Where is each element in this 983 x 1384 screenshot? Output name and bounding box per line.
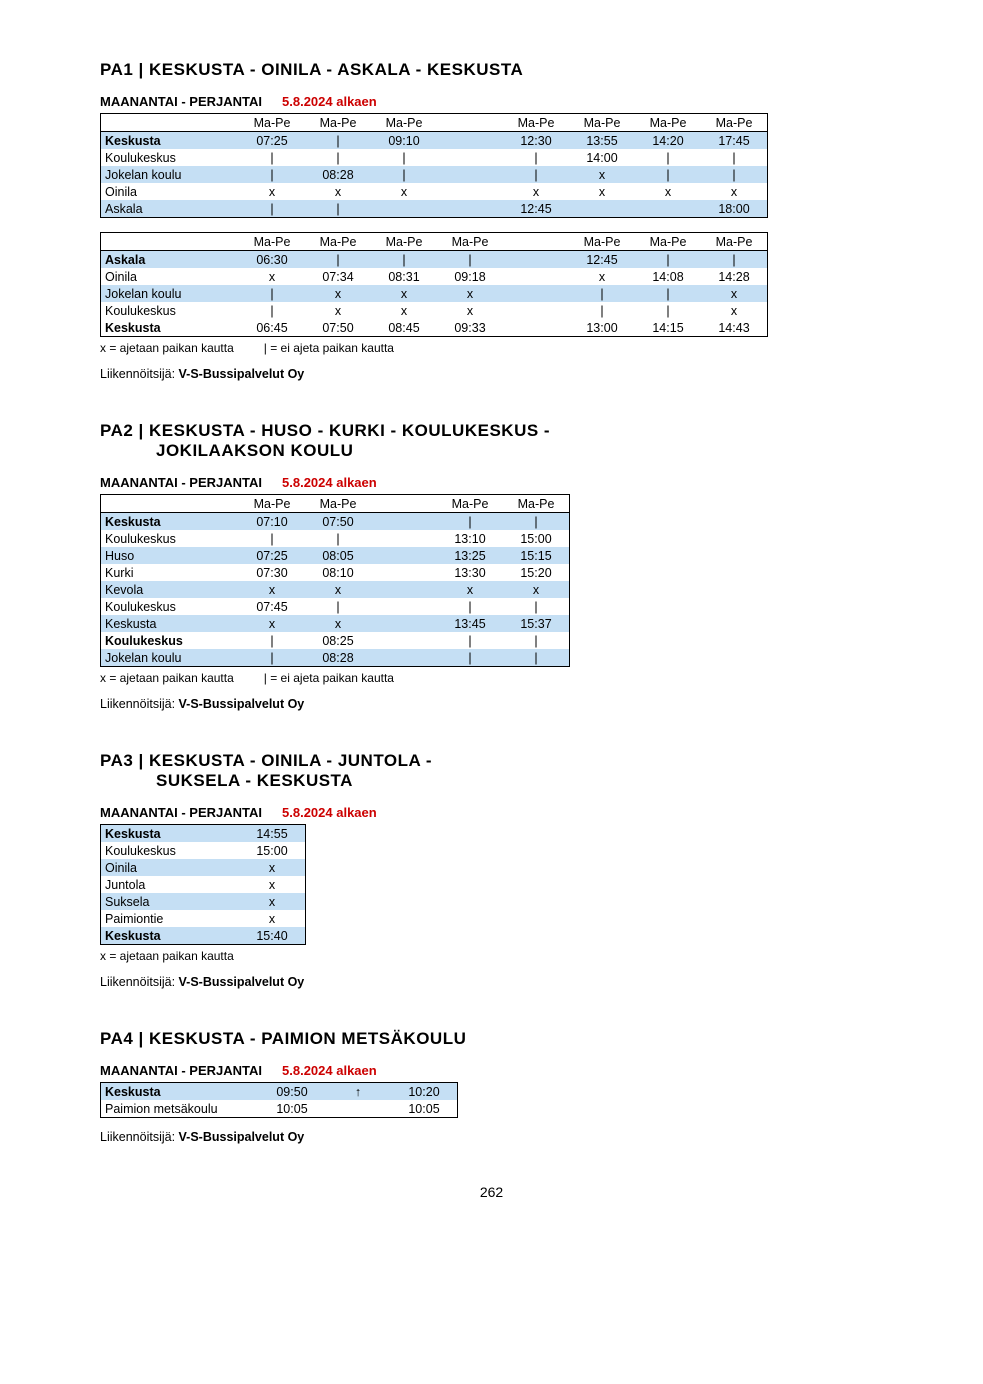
table-row: Juntolax: [101, 876, 306, 893]
timetable: Ma-PeMa-PeMa-PeMa-PeKeskusta07:1007:50||…: [100, 494, 570, 667]
table-row: Kevolaxxxx: [101, 581, 570, 598]
schedule-subheader: MAANANTAI - PERJANTAI5.8.2024 alkaen: [100, 805, 883, 820]
operator-line: Liikennöitsijä: V-S-Bussipalvelut Oy: [100, 975, 883, 989]
timetable: Ma-PeMa-PeMa-PeMa-PeMa-PeMa-PeMa-PeAskal…: [100, 232, 768, 337]
timetable: Keskusta14:55Koulukeskus15:00OinilaxJunt…: [100, 824, 306, 945]
table-row: Koulukeskus||13:1015:00: [101, 530, 570, 547]
table-row: Koulukeskus|xxx||x: [101, 302, 768, 319]
table-row: Keskusta07:25|09:1012:3013:5514:2017:45: [101, 132, 768, 150]
route-title: PA3 | KESKUSTA - OINILA - JUNTOLA -SUKSE…: [100, 751, 883, 791]
table-row: Paimiontiex: [101, 910, 306, 927]
table-row: Koulukeskus||||14:00||: [101, 149, 768, 166]
table-row: Oinilaxxxxxxx: [101, 183, 768, 200]
table-row: Askala06:30|||12:45||: [101, 251, 768, 269]
route-title: PA4 | KESKUSTA - PAIMION METSÄKOULU: [100, 1029, 883, 1049]
schedule-subheader: MAANANTAI - PERJANTAI5.8.2024 alkaen: [100, 94, 883, 109]
operator-line: Liikennöitsijä: V-S-Bussipalvelut Oy: [100, 1130, 883, 1144]
route-title: PA2 | KESKUSTA - HUSO - KURKI - KOULUKES…: [100, 421, 883, 461]
table-row: Keskusta09:50↑10:20: [101, 1083, 458, 1101]
table-row: Keskusta07:1007:50||: [101, 513, 570, 531]
table-row: Jokelan koulu|08:28||x||: [101, 166, 768, 183]
table-row: Jokelan koulu|xxx||x: [101, 285, 768, 302]
table-row: Koulukeskus15:00: [101, 842, 306, 859]
timetable: Ma-PeMa-PeMa-PeMa-PeMa-PeMa-PeMa-PeKesku…: [100, 113, 768, 218]
table-row: Huso07:2508:0513:2515:15: [101, 547, 570, 564]
table-row: Keskusta14:55: [101, 825, 306, 843]
table-row: Oinilax: [101, 859, 306, 876]
table-row: Paimion metsäkoulu10:0510:05: [101, 1100, 458, 1118]
legend: x = ajetaan paikan kautta: [100, 949, 883, 963]
table-row: Keskusta15:40: [101, 927, 306, 945]
operator-line: Liikennöitsijä: V-S-Bussipalvelut Oy: [100, 367, 883, 381]
table-row: Oinilax07:3408:3109:18x14:0814:28: [101, 268, 768, 285]
table-row: Kurki07:3008:1013:3015:20: [101, 564, 570, 581]
legend: x = ajetaan paikan kautta| = ei ajeta pa…: [100, 671, 883, 685]
table-row: Sukselax: [101, 893, 306, 910]
page-number: 262: [100, 1184, 883, 1200]
table-row: Koulukeskus07:45|||: [101, 598, 570, 615]
schedule-subheader: MAANANTAI - PERJANTAI5.8.2024 alkaen: [100, 475, 883, 490]
table-row: Keskusta06:4507:5008:4509:3313:0014:1514…: [101, 319, 768, 337]
route-title: PA1 | KESKUSTA - OINILA - ASKALA - KESKU…: [100, 60, 883, 80]
legend: x = ajetaan paikan kautta| = ei ajeta pa…: [100, 341, 883, 355]
page-content: PA1 | KESKUSTA - OINILA - ASKALA - KESKU…: [100, 60, 883, 1144]
table-row: Koulukeskus|08:25||: [101, 632, 570, 649]
table-row: Keskustaxx13:4515:37: [101, 615, 570, 632]
table-row: Jokelan koulu|08:28||: [101, 649, 570, 667]
operator-line: Liikennöitsijä: V-S-Bussipalvelut Oy: [100, 697, 883, 711]
schedule-subheader: MAANANTAI - PERJANTAI5.8.2024 alkaen: [100, 1063, 883, 1078]
timetable: Keskusta09:50↑10:20Paimion metsäkoulu10:…: [100, 1082, 458, 1118]
table-row: Askala||12:4518:00: [101, 200, 768, 218]
